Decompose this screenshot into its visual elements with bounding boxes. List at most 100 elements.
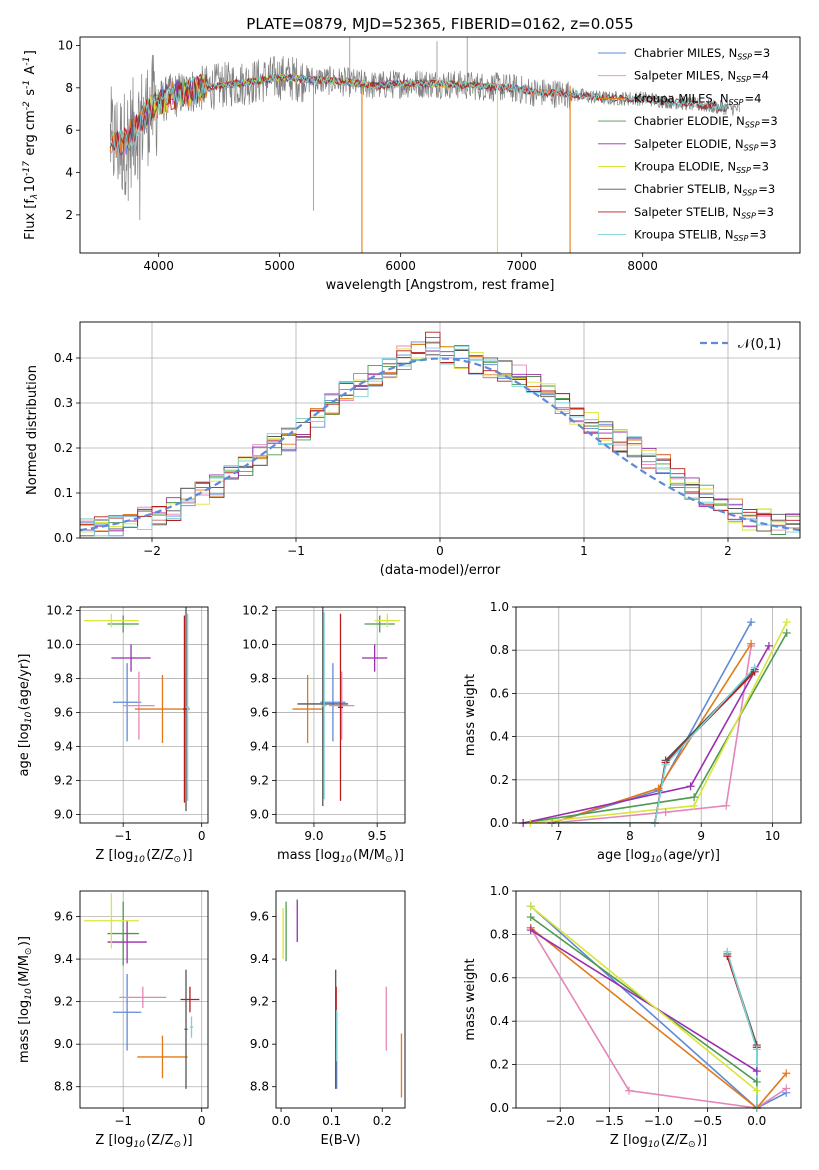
z_mass-ytick-label: 9.6: [54, 910, 73, 924]
residuals-xtick-label: 0: [436, 544, 444, 558]
z_weight-marker-salpeter-elodie: [752, 1067, 761, 1076]
z_weight-marker-kroupa-miles: [782, 1069, 791, 1078]
mass_age-plot-area: [292, 607, 400, 806]
z_weight-marker-kroupa-elodie: [752, 1086, 761, 1095]
z_mass-xtick-label: −1: [114, 1114, 132, 1128]
z_weight-marker-chabrier-elodie: [526, 913, 535, 922]
z_age-ytick-label: 10.2: [46, 603, 73, 617]
z_age-ylabel: age [log10 (age/yr)]: [17, 654, 34, 777]
residuals-xtick-label: −1: [287, 544, 305, 558]
observed-spectrum-line: [109, 37, 740, 220]
spectrum-xtick-label: 6000: [385, 259, 416, 273]
z_weight-line-kroupa-miles: [530, 927, 787, 1108]
hist-kroupa-stelib: [80, 345, 800, 537]
z_age-ytick-label: 9.6: [54, 705, 73, 719]
age_weight-line-kroupa-miles: [551, 643, 752, 823]
z_weight-marker-salpeter-elodie: [526, 926, 535, 935]
legend-label-chabrier-stelib: Chabrier STELIB, NSSP =3: [634, 182, 775, 198]
age_weight-ytick-label: 1.0: [490, 600, 509, 614]
spectrum-xlabel: wavelength [Angstrom, rest frame]: [326, 278, 555, 293]
z_weight-marker-salpeter-miles: [625, 1086, 634, 1095]
spectrum-ylabel: Flux [fλ 10-17 erg cm-2 s-1 A-1 ]: [22, 50, 40, 240]
z_mass-ytick-label: 9.2: [54, 995, 73, 1009]
spectrum-ytick-label: 4: [65, 166, 73, 180]
mass_age-ytick-label: 9.6: [250, 705, 269, 719]
z_mass-frame: [79, 890, 209, 1109]
z_weight-xtick-label: −1.0: [644, 1114, 673, 1128]
residuals-ytick-label: 0.2: [54, 441, 73, 455]
z_mass-ytick-label: 9.0: [54, 1037, 73, 1051]
age_weight-frame: [515, 606, 802, 824]
ebv_mass-ytick-label: 9.4: [250, 952, 269, 966]
z_age-ytick-label: 9.0: [54, 807, 73, 821]
z_age-ytick-label: 9.2: [54, 773, 73, 787]
ebv_mass-chart: 0.0 0.1 0.2 8.8 9.0 9.2 9.4 9.6 E(B-V): [250, 890, 406, 1148]
mass_age-chart: 9.0 9.5 9.0 9.2 9.4 9.6 9.8 10.0 10.2 mass [log10…: [242, 603, 406, 865]
age_weight-xtick-label: 10: [765, 829, 780, 843]
z_weight-ytick-label: 0.0: [490, 1101, 509, 1115]
mass_age-ytick-label: 9.0: [250, 807, 269, 821]
z_age-xlabel: Z [log10 (Z/Z⊙ )]: [95, 848, 192, 865]
mass_age-ytick-label: 9.4: [250, 739, 269, 753]
z_weight-ytick-label: 0.8: [490, 927, 509, 941]
z_mass-xlabel: Z [log10 (Z/Z⊙ )]: [95, 1133, 192, 1150]
z_weight-ylabel: mass weight: [463, 958, 478, 1040]
z_weight-marker-kroupa-stelib: [723, 947, 732, 956]
figure-title: PLATE=0879, MJD=52365, FIBERID=0162, z=0…: [246, 15, 633, 33]
age_weight-xtick-label: 9: [697, 829, 705, 843]
z_mass-ytick-label: 9.4: [54, 952, 73, 966]
z_mass-plot-area: [83, 893, 200, 1089]
ebv_mass-ytick-label: 9.2: [250, 995, 269, 1009]
spectrum-ytick-label: 6: [65, 123, 73, 137]
z_weight-line-chabrier-elodie: [530, 916, 758, 1083]
age_weight-marker-salpeter-elodie: [764, 641, 773, 650]
age_weight-marker-kroupa-stelib: [661, 760, 670, 769]
residuals-xtick-label: 1: [580, 544, 588, 558]
spectrum-xtick-label: 7000: [506, 259, 537, 273]
z_weight-marker-chabrier-elodie: [752, 1077, 761, 1086]
legend-label-kroupa-stelib: Kroupa STELIB, NSSP =3: [634, 228, 766, 244]
spectrum-ytick-label: 10: [58, 38, 73, 52]
residuals-ytick-label: 0.0: [54, 531, 73, 545]
age_weight-marker-kroupa-elodie: [690, 801, 699, 810]
ebv_mass-frame: [275, 890, 406, 1109]
age_weight-ytick-label: 0.6: [490, 686, 509, 700]
residuals-chart: −2 −1 0 1 2 0.0 0.1 0.2 0.3 0.4 (data-model)/error…: [25, 321, 801, 578]
z_weight-xtick-label: −0.5: [693, 1114, 722, 1128]
z_weight-ytick-label: 1.0: [490, 884, 509, 898]
residuals-xlabel: (data-model)/error: [380, 563, 501, 578]
legend-label-normal: 𝒩(0,1): [738, 337, 781, 352]
age_weight-ytick-label: 0.8: [490, 643, 509, 657]
mass_age-xlabel: mass [log10 (M/M⊙ )]: [277, 848, 404, 865]
age_weight-marker-kroupa-miles: [654, 784, 663, 793]
spectrum-ytick-label: 8: [65, 81, 73, 95]
z_weight-line-salpeter-miles: [530, 927, 787, 1108]
legend-label-salpeter-elodie: Salpeter ELODIE, NSSP =3: [634, 137, 777, 153]
ebv_mass-ytick-label: 8.8: [250, 1080, 269, 1094]
residuals-ytick-label: 0.4: [54, 351, 73, 365]
z_weight-xtick-label: 0.0: [747, 1114, 766, 1128]
mass_age-frame: [275, 606, 406, 824]
residuals-ytick-label: 0.1: [54, 486, 73, 500]
mass_age-ytick-label: 10.2: [242, 603, 269, 617]
z_age-ytick-label: 9.4: [54, 739, 73, 753]
age_weight-line-kroupa-stelib: [551, 666, 756, 823]
spectrum-plot-area: [109, 37, 740, 253]
mass_age-ytick-label: 9.2: [250, 773, 269, 787]
z_weight-chart: −2.0 −1.5 −1.0 −0.5 0.0 0.0 0.2 0.4 0.6 0.8 1.0 Z […: [463, 884, 802, 1150]
age_weight-xtick-label: 7: [555, 829, 563, 843]
ebv_mass-plot-area: [282, 899, 403, 1098]
legend-label-salpeter-miles: Salpeter MILES, NSSP =4: [634, 69, 769, 85]
age_weight-marker-chabrier-elodie: [782, 628, 791, 637]
normal-curve-line: [80, 357, 800, 532]
age_weight-xtick-label: 8: [626, 829, 634, 843]
z_weight-line-chabrier-miles: [530, 905, 787, 1108]
residuals-ytick-label: 0.3: [54, 396, 73, 410]
z_weight-line-salpeter-elodie: [530, 929, 758, 1072]
ebv_mass-xtick-label: 0.0: [272, 1114, 291, 1128]
z_mass-ytick-label: 8.8: [54, 1080, 73, 1094]
spectrum-chart: 4000 5000 6000 7000 8000 2 4 6 8 10 wavelength [An…: [22, 36, 801, 293]
spectrum-xtick-label: 4000: [143, 259, 174, 273]
spectrum-ytick-label: 2: [65, 208, 73, 222]
